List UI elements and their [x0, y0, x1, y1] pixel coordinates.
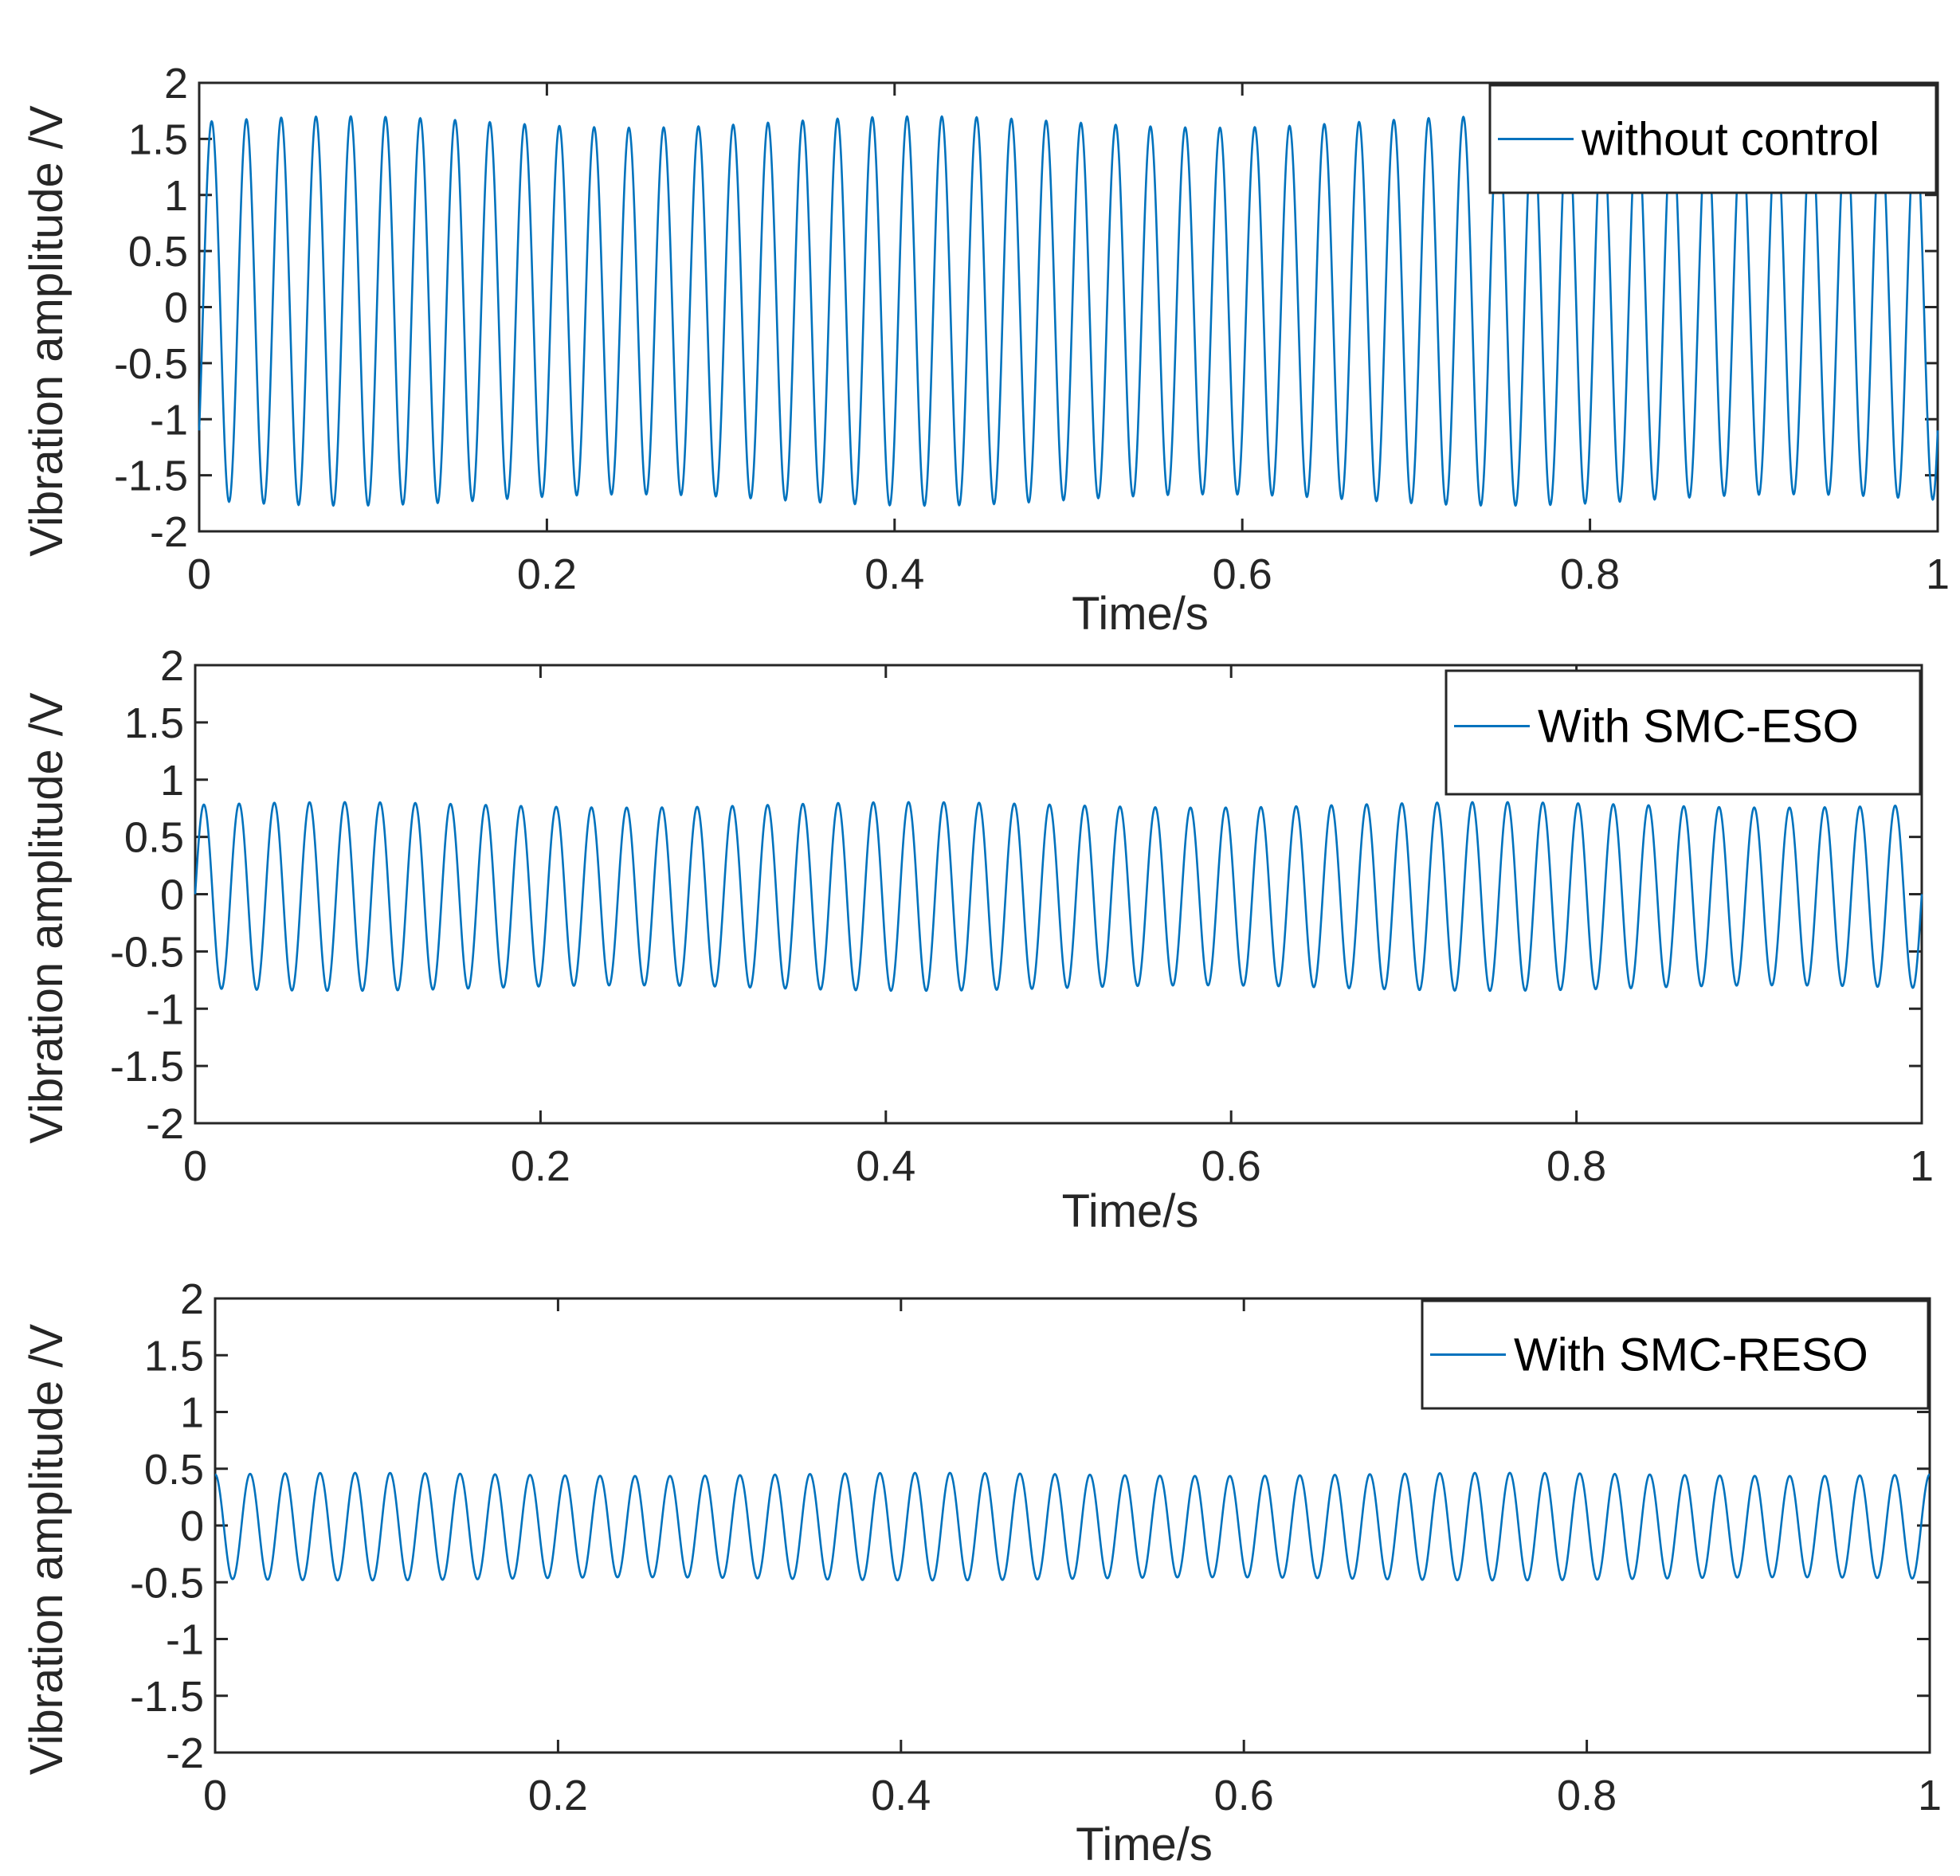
x-axis-label: Time/s — [1072, 588, 1209, 640]
x-tick-label: 0 — [183, 1142, 207, 1190]
y-tick-label: -0.5 — [114, 340, 188, 388]
chart-panel-2: 0 0.2 0.4 0.6 0.8 1 2 1.5 1 0.5 0 -0.5 -1 -1.5 -2 Time/… — [21, 642, 1934, 1237]
x-tick-label: 0 — [203, 1772, 227, 1819]
y-tick-label: -1.5 — [130, 1673, 204, 1721]
y-tick-label: 1 — [180, 1389, 204, 1437]
y-tick-label: 0 — [180, 1502, 204, 1550]
x-tick-label: 0.8 — [1546, 1142, 1606, 1190]
y-tick-label: -1.5 — [114, 452, 188, 500]
x-tick-label: 0.6 — [1201, 1142, 1261, 1190]
x-axis-label: Time/s — [1076, 1819, 1213, 1870]
y-tick-label: 1.5 — [124, 699, 184, 747]
series-line-with-smc-eso — [194, 801, 1923, 993]
x-tick-label: 0.2 — [528, 1772, 588, 1819]
y-tick-label: -1 — [150, 396, 188, 444]
x-tick-label: 0.4 — [871, 1772, 931, 1819]
x-tick-label: 0.8 — [1560, 550, 1620, 598]
legend-label: With SMC-ESO — [1538, 701, 1859, 753]
y-tick-label: 1.5 — [144, 1332, 204, 1380]
x-tick-label: 0 — [187, 550, 211, 598]
y-tick-label: -1 — [146, 985, 184, 1033]
x-tick-label: 0.6 — [1213, 550, 1272, 598]
legend-label: without control — [1581, 114, 1880, 166]
y-tick-label: -0.5 — [130, 1559, 204, 1607]
chart-panel-1: 0 0.2 0.4 0.6 0.8 1 2 1.5 1 0.5 0 -0.5 -1 -1.5 -2 Time/… — [21, 60, 1950, 640]
legend: without control — [1488, 84, 1938, 194]
y-tick-label: -2 — [166, 1729, 204, 1777]
x-axis-label: Time/s — [1062, 1185, 1199, 1237]
legend-box — [1445, 669, 1922, 796]
x-tick-label: 1 — [1910, 1142, 1934, 1190]
y-tick-label: 0.5 — [128, 228, 188, 276]
y-tick-label: 1.5 — [128, 116, 188, 163]
legend-label: With SMC-RESO — [1514, 1330, 1868, 1381]
y-tick-label: -1.5 — [110, 1043, 184, 1091]
legend-box — [1421, 1299, 1930, 1410]
x-tick-label: 1 — [1926, 550, 1950, 598]
y-tick-label: 0.5 — [144, 1446, 204, 1494]
y-tick-label: -2 — [150, 508, 188, 556]
y-tick-label: 0 — [160, 871, 184, 919]
y-axis-label: Vibration amplitude /V — [21, 105, 73, 557]
y-tick-label: 2 — [160, 642, 184, 690]
y-tick-label: -0.5 — [110, 928, 184, 976]
x-tick-label: 0.4 — [856, 1142, 915, 1190]
y-tick-label: -1 — [166, 1616, 204, 1664]
y-tick-label: -2 — [146, 1100, 184, 1148]
y-tick-label: 2 — [164, 60, 188, 108]
y-tick-label: 1 — [164, 172, 188, 220]
y-axis-label: Vibration amplitude /V — [21, 692, 73, 1144]
x-tick-label: 1 — [1918, 1772, 1942, 1819]
x-tick-label: 0.4 — [864, 550, 924, 598]
series-line-without-control — [198, 115, 1939, 507]
legend: With SMC-RESO — [1421, 1299, 1930, 1410]
y-tick-label: 2 — [180, 1275, 204, 1323]
y-tick-label: 0.5 — [124, 814, 184, 862]
y-axis-label: Vibration amplitude /V — [21, 1324, 73, 1776]
x-tick-label: 0.8 — [1557, 1772, 1617, 1819]
x-tick-label: 0.2 — [511, 1142, 570, 1190]
chart-panel-3: 0 0.2 0.4 0.6 0.8 1 2 1.5 1 0.5 0 -0.5 -1 -1.5 -2 Time/… — [21, 1275, 1942, 1870]
legend: With SMC-ESO — [1445, 669, 1922, 796]
series-line-with-smc-reso — [214, 1471, 1931, 1582]
y-tick-label: 1 — [160, 757, 184, 805]
x-tick-label: 0.6 — [1214, 1772, 1274, 1819]
y-tick-label: 0 — [164, 284, 188, 332]
x-tick-label: 0.2 — [517, 550, 577, 598]
